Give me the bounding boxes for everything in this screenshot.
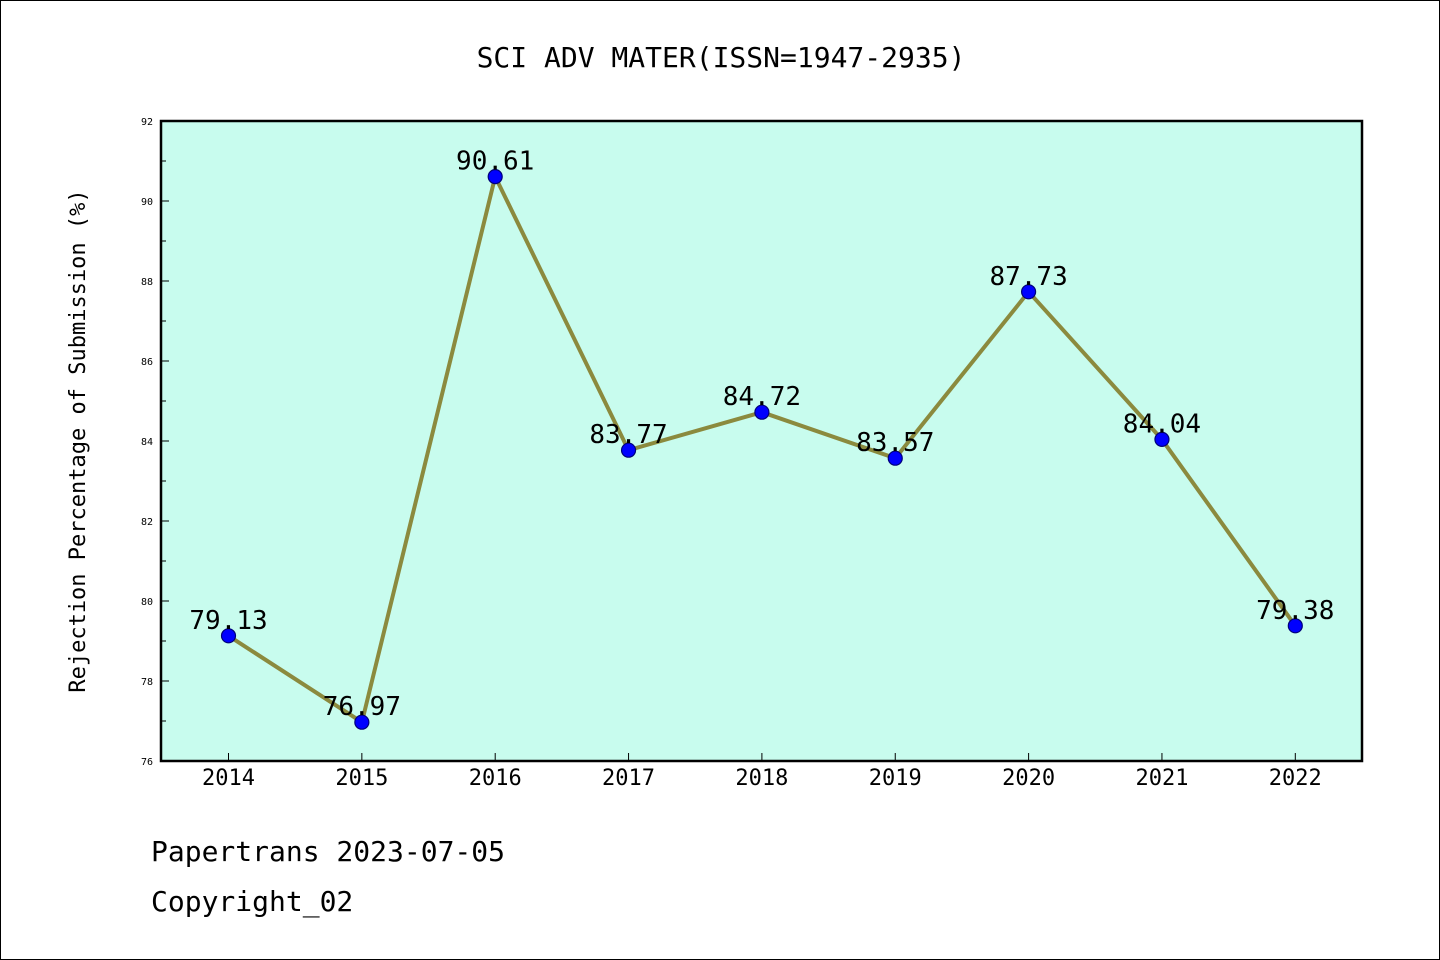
data-point [1020,284,1037,300]
y-tick-label: 80 [141,597,153,608]
x-tick-label: 2021 [1135,766,1188,791]
y-tick-label: 90 [141,197,153,208]
data-point [1287,618,1303,634]
data-label: 79.38 [1256,596,1334,626]
data-label: 76.97 [323,692,401,722]
data-point [354,714,370,730]
x-tick-label: 2014 [202,766,255,791]
data-point [1154,431,1170,447]
x-axis-ticks: 2014 2015 2016 2017 2018 2019 2020 2021 2022 [202,753,1322,791]
y-tick-label: 78 [141,677,153,688]
x-tick-label: 2020 [1002,766,1055,791]
data-label: 90.61 [456,147,534,177]
x-tick-label: 2018 [735,766,788,791]
x-tick-label: 2017 [602,766,655,791]
data-point [220,628,237,644]
x-tick-label: 2016 [469,766,522,791]
y-tick-label: 84 [141,437,153,448]
series-layer: 79.13 76.97 90.61 83.77 84.72 83.57 87.73 84.04… [189,147,1334,730]
data-label: 84.04 [1123,409,1201,439]
y-tick-label: 76 [141,757,153,768]
data-point [487,169,503,185]
plot-frame [159,119,1364,763]
x-tick-label: 2022 [1269,766,1322,791]
y-tick-label: 88 [141,277,153,288]
y-tick-label: 86 [141,357,153,368]
data-point [620,442,637,458]
y-tick-label: 92 [141,117,153,128]
data-point [887,450,903,466]
chart-title: SCI ADV MATER(ISSN=1947-2935) [477,41,966,74]
plot-area [161,121,1362,761]
data-label: 87.73 [989,262,1067,292]
x-tick-label: 2019 [869,766,922,791]
data-label: 84.72 [723,382,801,412]
data-label: 83.57 [856,428,934,458]
data-point [754,404,770,420]
y-axis-label: Rejection Percentage of Submission (%) [66,189,91,692]
footer-copyright: Copyright_02 [151,885,354,918]
data-label: 83.77 [589,420,667,450]
y-tick-label: 82 [141,517,153,528]
data-label: 79.13 [189,606,267,636]
footer-date: Papertrans 2023-07-05 [151,835,506,868]
x-tick-label: 2015 [335,766,388,791]
